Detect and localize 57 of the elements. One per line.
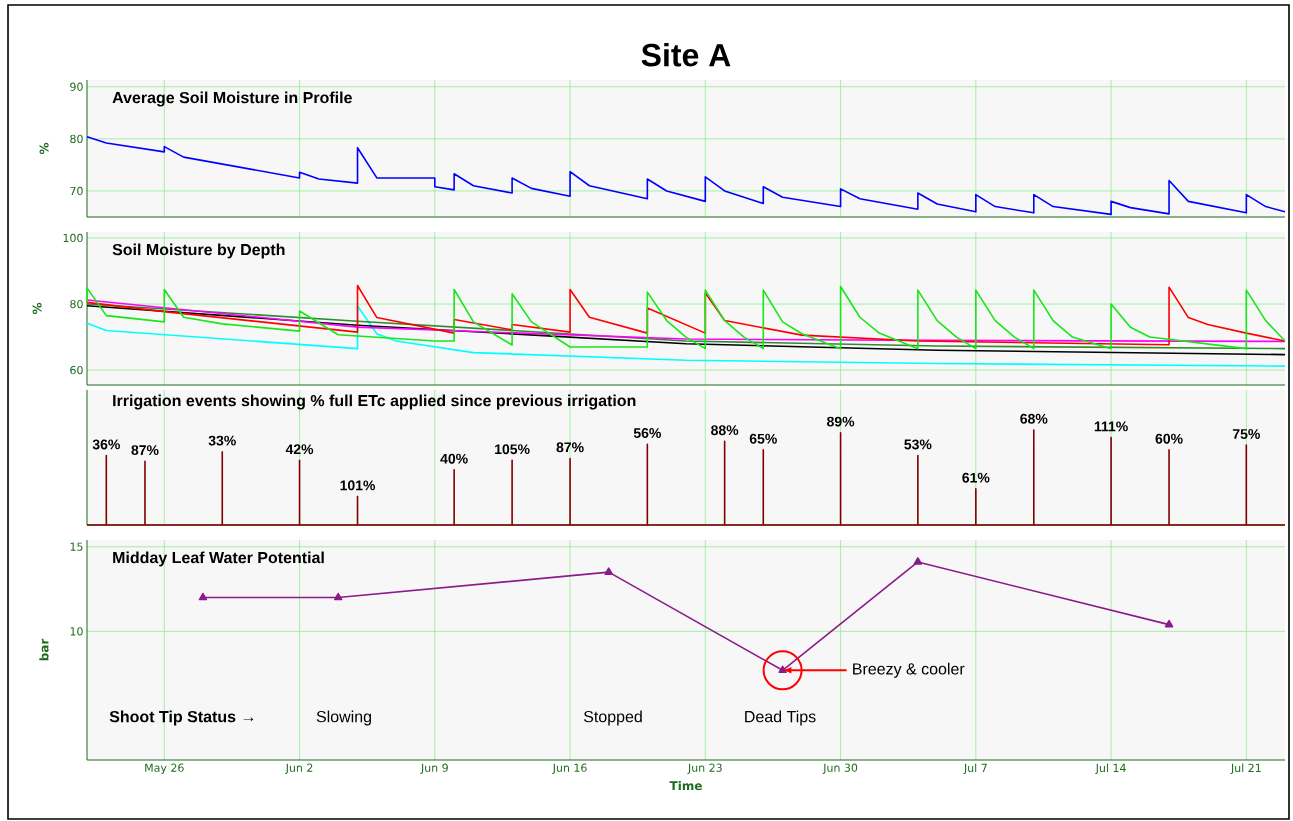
annotation: 101%: [340, 480, 376, 491]
x-tick-label: Jun 9: [420, 763, 448, 774]
text: Midday Leaf Water Potential: [113, 551, 324, 567]
y-tick-label: 80: [70, 299, 83, 309]
annotation: 61%: [962, 472, 990, 483]
x-tick-label: Jul 14: [1095, 763, 1126, 775]
y-axis-title: bar: [39, 638, 49, 661]
annotation: 60%: [1155, 433, 1183, 444]
annotation: 56%: [633, 428, 661, 438]
x-tick-label: Jun 2: [285, 763, 313, 774]
annotation: 40%: [440, 453, 468, 464]
annotation: 68%: [1020, 413, 1048, 424]
x-tick-label: Jul 21: [1230, 763, 1261, 775]
line-series: [86, 305, 1286, 367]
annotation: 87%: [131, 445, 159, 456]
line-series: [86, 299, 1286, 343]
annotation: 33%: [208, 435, 236, 446]
point: [604, 567, 613, 575]
x-tick-label: May 26: [145, 763, 184, 774]
y-tick-label: 70: [70, 186, 83, 196]
x-tick-label: Jul 7: [963, 763, 987, 775]
annotation: 111%: [1094, 421, 1128, 432]
text: Average Soil Moisture in Profile: [112, 91, 352, 107]
annotation: Dead Tips: [745, 710, 816, 726]
y-tick-label: 100: [63, 233, 83, 243]
y-tick-label: 90: [70, 82, 83, 91]
annotation: 65%: [749, 433, 777, 444]
y-axis-title: %: [39, 142, 49, 155]
annotation: 75%: [1232, 429, 1260, 439]
annotation: Slowing: [316, 710, 371, 726]
x-tick-label: Jun 16: [552, 763, 587, 774]
annotation: 42%: [285, 444, 314, 455]
point: [333, 592, 343, 601]
annotation: 53%: [904, 439, 932, 450]
point: [1164, 619, 1174, 628]
annotation: 88%: [711, 425, 739, 436]
chart-title: Site A: [641, 42, 731, 67]
x-axis-title: Time: [669, 780, 702, 791]
text: Soil Moisture by Depth: [112, 243, 285, 259]
point: [198, 592, 208, 601]
y-tick-label: 80: [70, 134, 83, 144]
y-tick-label: 10: [70, 627, 83, 636]
annotation: 87%: [556, 442, 584, 453]
annotation: Breezy & cooler: [853, 662, 965, 678]
y-tick-label: 60: [70, 365, 83, 375]
y-axis-title: %: [32, 302, 42, 315]
point: [913, 557, 923, 565]
x-tick-label: Jun 30: [822, 763, 858, 774]
annotation: Stopped: [583, 710, 642, 726]
chart-title: Irrigation events showing % full ETc applied since previous irrigation: [113, 394, 636, 410]
annotation: 89%: [827, 416, 855, 427]
x-tick-label: Jun 23: [687, 763, 722, 774]
annotation: Shoot Tip Status →: [109, 710, 254, 726]
point: [778, 665, 787, 674]
annotation: 105%: [495, 444, 530, 455]
annotation: 36%: [92, 439, 120, 450]
y-tick-label: 15: [70, 542, 83, 551]
